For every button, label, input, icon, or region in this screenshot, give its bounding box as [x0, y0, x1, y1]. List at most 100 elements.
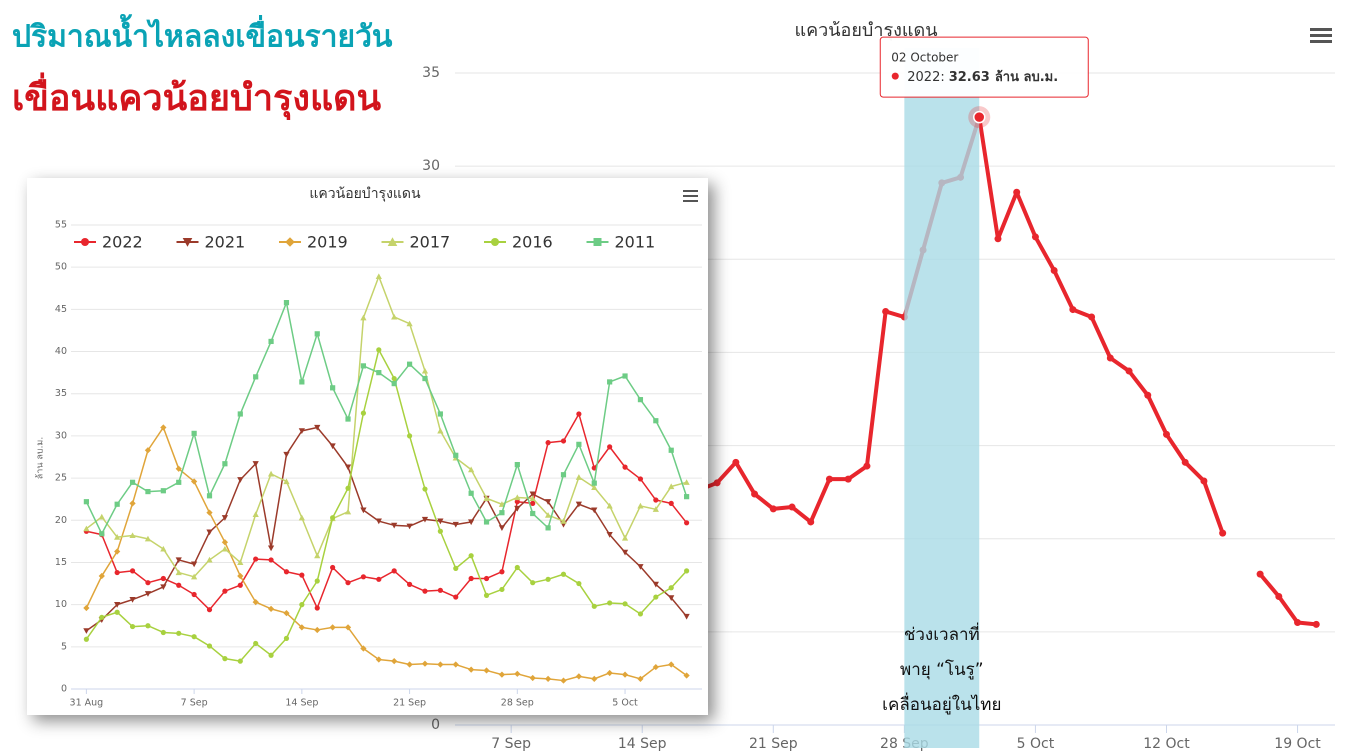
inset-panel	[27, 178, 708, 715]
legend-item[interactable]: 2011	[586, 233, 656, 252]
marker	[253, 640, 259, 647]
headline-subtitle: เขื่อนแควน้อยบำรุงแดน	[12, 72, 382, 121]
legend-item[interactable]: 2022	[74, 233, 143, 252]
marker	[514, 499, 520, 505]
marker	[653, 594, 659, 600]
marker	[221, 539, 229, 546]
tooltip-bullet	[891, 72, 899, 80]
marker	[176, 479, 182, 485]
marker	[483, 592, 490, 598]
marker	[668, 483, 675, 490]
marker	[314, 552, 321, 559]
marker	[437, 427, 444, 434]
legend-label: 2016	[512, 233, 553, 252]
marker	[1162, 430, 1170, 438]
annotation: เคลื่อนอยู่ในไทย	[882, 692, 1001, 715]
marker	[560, 517, 567, 524]
marker	[329, 443, 336, 450]
highlight-band	[904, 48, 980, 748]
marker	[376, 347, 382, 353]
marker	[298, 624, 305, 631]
marker	[544, 675, 552, 682]
marker	[437, 411, 443, 417]
marker	[129, 596, 136, 603]
marker	[994, 235, 1002, 243]
marker	[83, 636, 89, 642]
marker	[360, 574, 367, 580]
menu-button[interactable]	[683, 190, 698, 202]
marker	[222, 588, 228, 594]
marker	[283, 451, 290, 458]
marker	[591, 675, 598, 682]
marker	[283, 635, 290, 641]
menu-button[interactable]	[1310, 28, 1332, 43]
x-tick-label: 5 Oct	[612, 698, 638, 709]
marker	[160, 584, 167, 591]
marker	[114, 602, 121, 608]
legend-label: 2022	[102, 233, 143, 252]
marker	[483, 667, 490, 674]
y-tick-label: 35	[422, 65, 440, 81]
marker	[529, 495, 536, 501]
marker	[237, 411, 243, 417]
marker	[114, 501, 120, 507]
marker	[298, 514, 305, 521]
marker	[1106, 354, 1114, 362]
marker	[299, 602, 305, 608]
marker	[1069, 306, 1077, 314]
legend-item[interactable]: 2017	[381, 233, 451, 252]
marker	[206, 643, 213, 649]
marker	[99, 531, 105, 537]
marker	[529, 491, 536, 498]
marker	[283, 478, 290, 485]
marker	[591, 507, 598, 514]
series-line	[85, 301, 688, 535]
headline-title: ปริมาณน้ำไหลลงเขื่อนรายวัน	[12, 14, 393, 55]
marker	[406, 523, 413, 530]
marker	[560, 677, 567, 684]
marker	[375, 518, 382, 525]
marker	[1256, 570, 1264, 578]
marker	[529, 674, 536, 682]
inset-chart: แควน้อยบำรุงแดน ล้าน ลบ.ม. 0 5 10 15 20 25 30 3…	[35, 186, 702, 709]
marker	[175, 557, 182, 564]
x-tick-label: 28 Sep	[501, 698, 534, 709]
marker	[221, 515, 229, 521]
legend-item[interactable]: 2016	[484, 233, 553, 252]
marker	[283, 569, 290, 575]
legend-item[interactable]: 2019	[279, 233, 348, 252]
x-tick-label: 5 Oct	[1017, 736, 1055, 752]
marker	[83, 499, 89, 505]
marker	[769, 505, 777, 513]
marker	[360, 314, 367, 321]
marker	[514, 670, 521, 677]
marker	[314, 605, 320, 611]
marker	[1181, 458, 1189, 466]
marker	[345, 580, 351, 586]
marker	[360, 410, 367, 416]
marker	[206, 607, 213, 613]
marker	[329, 624, 336, 631]
marker	[514, 494, 521, 501]
marker	[637, 502, 644, 509]
annotation: พายุ “โนรู”	[900, 659, 984, 680]
marker	[145, 488, 151, 495]
marker	[468, 519, 475, 526]
marker	[468, 666, 475, 673]
marker	[176, 582, 182, 588]
marker	[375, 273, 382, 280]
marker	[652, 506, 659, 512]
marker	[544, 512, 552, 518]
marker	[863, 462, 871, 470]
marker	[145, 623, 151, 629]
marker	[344, 508, 352, 515]
marker	[330, 564, 336, 571]
tooltip-box	[879, 36, 1089, 98]
marker	[237, 572, 244, 580]
marker	[206, 556, 213, 563]
legend-item[interactable]: 2021	[176, 233, 246, 252]
y-tick-label: 30	[55, 430, 67, 441]
marker	[591, 480, 597, 486]
marker	[344, 624, 352, 631]
